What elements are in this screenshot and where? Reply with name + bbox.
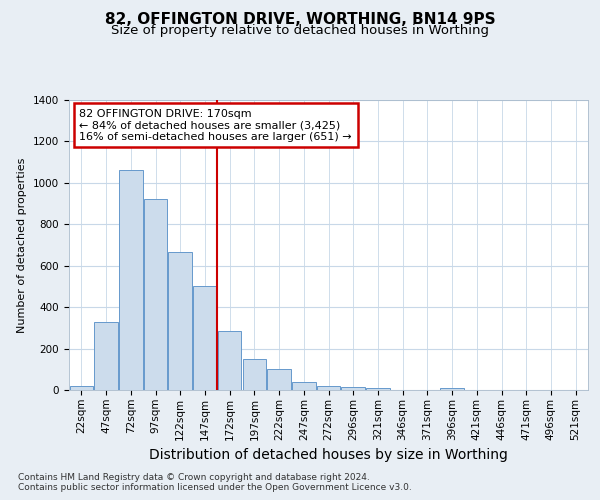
Text: Contains public sector information licensed under the Open Government Licence v3: Contains public sector information licen… (18, 484, 412, 492)
Y-axis label: Number of detached properties: Number of detached properties (17, 158, 28, 332)
Bar (144, 200, 167, 390)
Bar (218, 331, 241, 390)
Bar (119, 170, 143, 390)
Bar (193, 286, 217, 390)
Bar (292, 382, 316, 390)
X-axis label: Distribution of detached houses by size in Worthing: Distribution of detached houses by size … (149, 448, 508, 462)
Bar (268, 370, 291, 390)
Text: 82 OFFINGTON DRIVE: 170sqm
← 84% of detached houses are smaller (3,425)
16% of s: 82 OFFINGTON DRIVE: 170sqm ← 84% of deta… (79, 108, 352, 142)
Bar (242, 360, 266, 390)
Bar (341, 387, 365, 390)
Bar (169, 252, 192, 390)
Text: Size of property relative to detached houses in Worthing: Size of property relative to detached ho… (111, 24, 489, 37)
Bar (317, 386, 340, 390)
Bar (94, 322, 118, 390)
Bar (366, 388, 389, 390)
Text: 82, OFFINGTON DRIVE, WORTHING, BN14 9PS: 82, OFFINGTON DRIVE, WORTHING, BN14 9PS (104, 12, 496, 28)
Text: Contains HM Land Registry data © Crown copyright and database right 2024.: Contains HM Land Registry data © Crown c… (18, 472, 370, 482)
Bar (70, 386, 93, 390)
Bar (440, 388, 464, 390)
